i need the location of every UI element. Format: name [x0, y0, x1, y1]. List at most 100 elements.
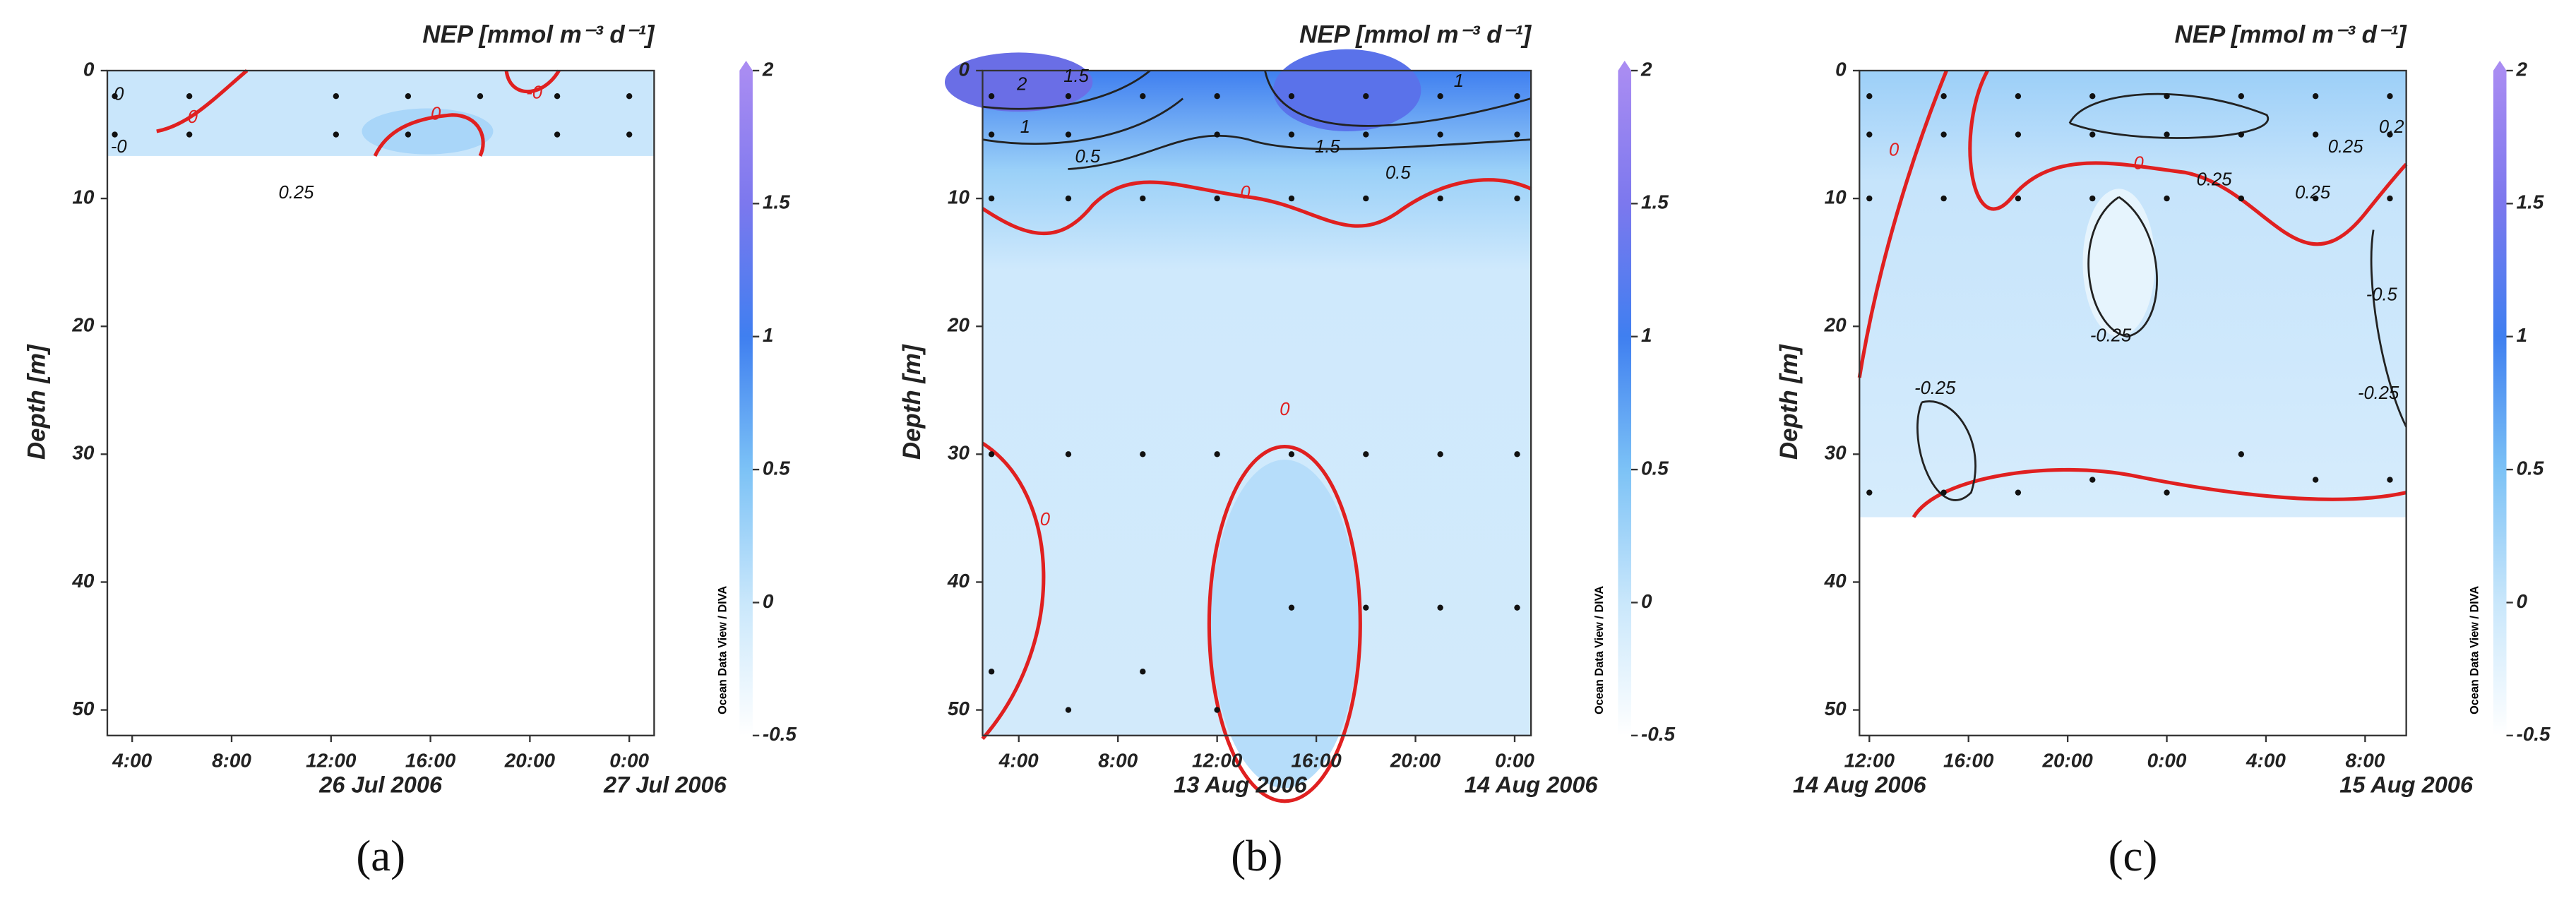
station: [405, 93, 412, 100]
contour-label: 0: [188, 107, 198, 127]
station: [1940, 195, 1947, 202]
colorbar: [2493, 70, 2507, 736]
station: [1214, 707, 1220, 713]
credit: Ocean Data View / DIVA: [1593, 586, 1606, 714]
station: [988, 131, 995, 138]
station: [1866, 195, 1873, 202]
station: [2015, 93, 2022, 100]
contour-label: 0.25: [2328, 137, 2364, 157]
x-tick-label: 8:00: [2345, 749, 2385, 771]
plot-frame: [982, 69, 1532, 736]
field-b-loop: [1210, 460, 1359, 789]
x-tick-label: 20:00: [504, 749, 556, 771]
contour-zero: [1207, 444, 1362, 803]
contour-label: 0.25: [2197, 170, 2233, 190]
contour-label: 0: [114, 85, 124, 104]
station: [2015, 489, 2022, 496]
contour-label: 0: [1280, 400, 1290, 419]
station: [2312, 131, 2319, 138]
credit: Ocean Data View / DIVA: [716, 586, 729, 714]
date-label: 14 Aug 2006: [1793, 772, 1927, 797]
fields: [107, 49, 2407, 789]
station: [1140, 93, 1146, 100]
contour-zero: [1912, 467, 2407, 518]
station: [626, 93, 633, 100]
station: [477, 93, 484, 100]
contour-label: 0.2: [2379, 117, 2404, 137]
colorbar: [1618, 70, 1632, 736]
contour-label: 0.25: [2295, 183, 2331, 203]
x-tick-label: 8:00: [1098, 749, 1138, 771]
station: [186, 131, 193, 138]
station: [333, 93, 340, 100]
contour-zero: [1968, 69, 2408, 246]
station: [2164, 489, 2170, 496]
contour-zero: [156, 69, 249, 133]
station: [1363, 604, 1369, 611]
plot-frame: [106, 69, 655, 736]
y-tick-label: 0: [1835, 58, 1847, 80]
contour-label: 1.5: [1315, 137, 1340, 157]
station: [2238, 93, 2245, 100]
station: [1065, 451, 1072, 458]
colorbar-tick-label: 0: [1641, 590, 1652, 612]
y-tick-label: 0: [958, 58, 970, 80]
station: [1437, 604, 1443, 611]
station: [2089, 195, 2096, 202]
contour-zero: [982, 178, 1532, 236]
panel-label: (c): [2109, 831, 2158, 880]
station: [1514, 195, 1520, 202]
y-tick-label: 30: [1825, 442, 1847, 464]
station: [405, 131, 412, 138]
colorbar-tick-label: 2: [2515, 58, 2527, 80]
station: [1065, 93, 1072, 100]
station: [2387, 477, 2393, 483]
colorbar: [739, 70, 753, 736]
colorbar-arrow: [2493, 61, 2507, 71]
x-tick-label: 12:00: [1192, 749, 1243, 771]
y-tick-label: 30: [72, 442, 95, 464]
x-tick-label: 20:00: [2041, 749, 2093, 771]
station: [1514, 604, 1520, 611]
contour-zero: [504, 69, 561, 94]
y-tick-label: 50: [72, 698, 95, 719]
station: [1866, 93, 1873, 100]
x-tick-label: 4:00: [112, 749, 152, 771]
date-label: 13 Aug 2006: [1174, 772, 1308, 797]
colorbar-tick-label: 0.5: [1641, 457, 1669, 479]
station: [2238, 195, 2245, 202]
colorbar-tick-label: 0.5: [2516, 457, 2544, 479]
station: [1288, 93, 1295, 100]
colorbar-tick-label: -0.5: [763, 723, 797, 745]
station: [626, 131, 633, 138]
contour-label: -0: [111, 137, 128, 157]
y-tick-label: 40: [947, 570, 970, 592]
colorbar-tick-label: 2: [1640, 58, 1652, 80]
contour-zero: [1857, 70, 1948, 378]
station: [1514, 93, 1520, 100]
x-tick-label: 12:00: [306, 749, 357, 771]
contour-label: 1: [1454, 71, 1464, 91]
station: [1065, 195, 1072, 202]
station: [2238, 451, 2245, 458]
contour-label: 0: [2133, 153, 2144, 173]
colorbar-arrow: [739, 61, 753, 71]
field-b-high: [1273, 49, 1421, 132]
x-tick-label: 4:00: [2246, 749, 2286, 771]
contour-zero: [981, 441, 1046, 741]
contour-label: 0.25: [279, 183, 315, 203]
chart-title: NEP [mmol m⁻³ d⁻¹]: [2175, 20, 2407, 48]
contour-label: -0.25: [1914, 378, 1956, 398]
station: [1437, 93, 1443, 100]
y-axis-label: Depth [m]: [898, 344, 926, 460]
y-axis-label: Depth [m]: [1775, 344, 1803, 460]
station: [2387, 93, 2393, 100]
y-tick-label: 10: [1825, 186, 1847, 208]
y-tick-label: 50: [1825, 698, 1847, 719]
station: [1140, 669, 1146, 675]
x-tick-label: 16:00: [1291, 749, 1342, 771]
station: [1288, 451, 1295, 458]
contour-label: 0: [1240, 183, 1251, 203]
station: [1437, 451, 1443, 458]
station: [1214, 451, 1220, 458]
